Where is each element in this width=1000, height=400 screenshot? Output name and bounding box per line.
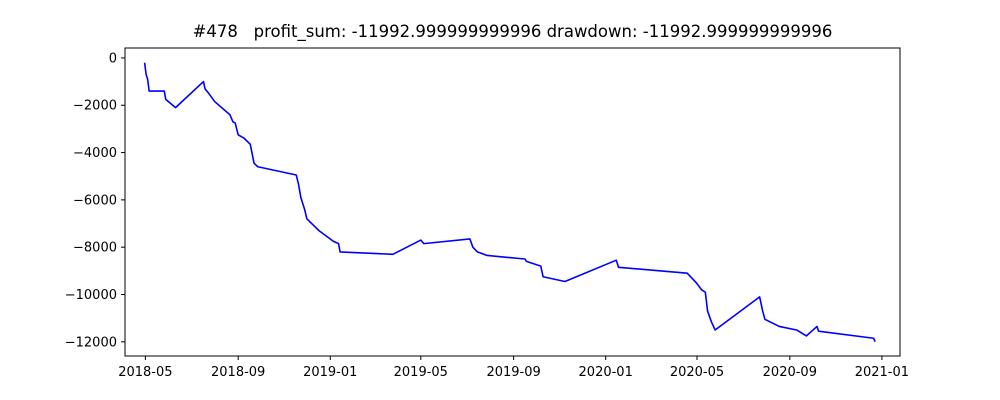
x-tick-label: 2018-09 xyxy=(211,365,265,380)
y-tick-label: −2000 xyxy=(73,99,117,114)
x-tick-label: 2020-01 xyxy=(579,365,633,380)
axes-layer: 0 −2000 −4000 −6000 −8000 −10000 −120002018-05… xyxy=(65,51,909,380)
x-tick-label: 2018-05 xyxy=(118,365,172,380)
chart-title: #478 profit_sum: -11992.999999999996 dra… xyxy=(192,22,833,41)
series-layer xyxy=(143,62,876,342)
y-tick-label: −6000 xyxy=(73,193,117,208)
y-tick-label: 0 xyxy=(109,51,117,66)
plot-frame xyxy=(124,47,901,357)
x-tick-label: 2021-01 xyxy=(855,365,909,380)
y-tick-label: −8000 xyxy=(73,241,117,256)
y-tick-label: −12000 xyxy=(65,335,117,350)
x-tick-label: 2020-05 xyxy=(670,365,724,380)
plot-area xyxy=(125,48,900,356)
x-tick-label: 2019-01 xyxy=(303,365,357,380)
x-tick-label: 2019-09 xyxy=(486,365,540,380)
x-tick-label: 2019-05 xyxy=(394,365,448,380)
x-tick-label: 2020-09 xyxy=(763,365,817,380)
series-line xyxy=(143,62,876,342)
y-tick-label: −10000 xyxy=(65,288,117,303)
y-tick-label: −4000 xyxy=(73,146,117,161)
